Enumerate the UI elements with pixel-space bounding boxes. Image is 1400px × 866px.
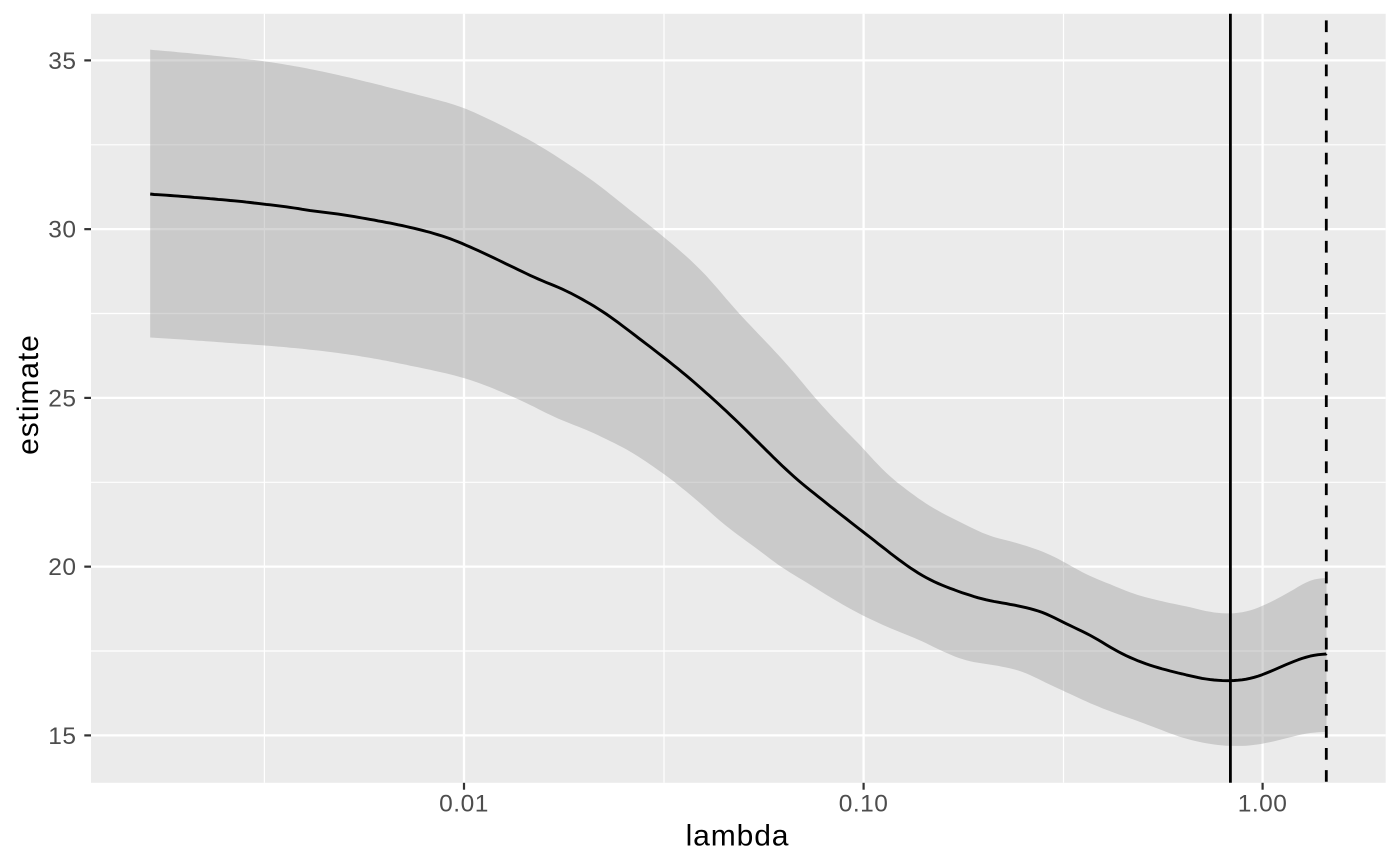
svg-text:estimate: estimate [12, 334, 45, 455]
svg-text:15: 15 [48, 723, 76, 750]
svg-text:20: 20 [48, 554, 76, 581]
svg-text:1.00: 1.00 [1238, 791, 1288, 818]
svg-text:lambda: lambda [686, 820, 790, 853]
svg-text:35: 35 [48, 48, 76, 75]
svg-text:25: 25 [48, 385, 76, 412]
svg-text:0.10: 0.10 [839, 791, 889, 818]
svg-text:30: 30 [48, 217, 76, 244]
svg-text:0.01: 0.01 [439, 791, 489, 818]
